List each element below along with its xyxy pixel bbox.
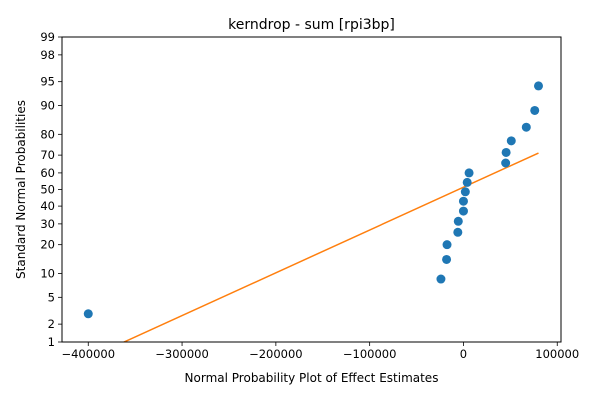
data-point (464, 168, 474, 178)
data-point (453, 227, 463, 237)
y-tick-label: 90 (40, 98, 55, 112)
y-tick-label: 70 (40, 148, 55, 162)
x-tick-label: −100000 (343, 347, 397, 361)
y-axis-label: Standard Normal Probabilities (14, 100, 28, 279)
data-point (442, 240, 452, 250)
x-tick-label: 0 (460, 347, 467, 361)
x-tick-label: −200000 (249, 347, 303, 361)
fit-line (122, 152, 539, 342)
fit-line-layer (122, 152, 539, 342)
y-tick-label: 50 (40, 183, 55, 197)
data-point (533, 81, 543, 91)
y-tick-label: 20 (40, 238, 55, 252)
data-point (501, 158, 511, 168)
chart-title: kerndrop - sum [rpi3bp] (228, 17, 395, 33)
x-axis: −400000 −300000 −200000 −100000 0 100000 (61, 342, 579, 361)
y-tick-label: 60 (40, 166, 55, 180)
data-points-layer (83, 81, 543, 319)
y-tick-label: 99 (40, 30, 55, 44)
data-point (436, 274, 446, 284)
x-axis-label: Normal Probability Plot of Effect Estima… (185, 371, 439, 385)
data-point (530, 105, 540, 115)
y-tick-label: 40 (40, 199, 55, 213)
data-point (506, 136, 516, 146)
data-point (462, 177, 472, 187)
y-tick-label: 30 (40, 217, 55, 231)
y-axis: 1 2 5 10 20 30 40 50 60 70 80 90 95 98 99 (40, 30, 62, 349)
plot-frame (61, 36, 562, 343)
x-tick-label: 100000 (535, 347, 579, 361)
y-tick-label: 98 (40, 48, 55, 62)
data-point (442, 254, 452, 264)
data-point (501, 147, 511, 157)
data-point (521, 122, 531, 132)
y-tick-label: 2 (48, 317, 55, 331)
y-tick-label: 10 (40, 267, 55, 281)
y-tick-label: 80 (40, 127, 55, 141)
data-point (458, 206, 468, 216)
plot-area (61, 36, 562, 343)
y-tick-label: 5 (48, 290, 55, 304)
y-tick-label: 1 (48, 335, 55, 349)
data-point (460, 187, 470, 197)
data-point (453, 216, 463, 226)
y-tick-label: 95 (40, 75, 55, 89)
data-point (83, 309, 93, 319)
x-tick-label: −400000 (61, 347, 115, 361)
data-point (458, 196, 468, 206)
x-tick-label: −300000 (155, 347, 209, 361)
